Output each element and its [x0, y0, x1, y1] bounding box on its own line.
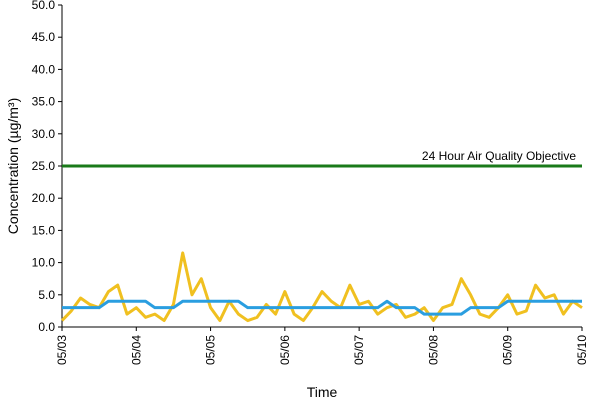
y-tick-label: 50.0 [32, 0, 56, 12]
x-tick-label: 05/03 [55, 335, 69, 365]
y-tick-label: 25.0 [32, 159, 56, 173]
y-tick-label: 0.0 [38, 320, 55, 334]
series-line [62, 299, 582, 316]
y-tick-label: 45.0 [32, 30, 56, 44]
y-tick-label: 35.0 [32, 95, 56, 109]
y-tick-label: 15.0 [32, 223, 56, 237]
y-tick-label: 20.0 [32, 191, 56, 205]
series-line [60, 251, 583, 323]
x-tick-label: 05/10 [575, 335, 589, 365]
y-tick-label: 10.0 [32, 256, 56, 270]
x-tick-label: 05/07 [352, 335, 366, 365]
x-axis-label: Time [307, 384, 338, 400]
x-tick-label: 05/05 [204, 335, 218, 365]
x-tick-label: 05/08 [426, 335, 440, 365]
y-tick-label: 5.0 [38, 288, 55, 302]
x-tick-label: 05/06 [278, 335, 292, 365]
y-axis-label: Concentration (µg/m³) [5, 98, 21, 234]
reference-label: 24 Hour Air Quality Objective [422, 149, 576, 163]
x-tick-label: 05/09 [501, 335, 515, 365]
y-tick-label: 40.0 [32, 62, 56, 76]
x-tick-label: 05/04 [129, 335, 143, 365]
y-tick-label: 30.0 [32, 127, 56, 141]
